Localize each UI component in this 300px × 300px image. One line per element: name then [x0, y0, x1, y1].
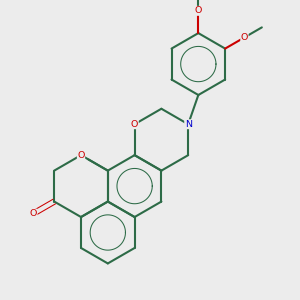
Text: O: O [195, 6, 202, 15]
Text: O: O [131, 120, 138, 129]
Text: O: O [77, 151, 85, 160]
Text: O: O [241, 33, 248, 42]
Text: N: N [185, 120, 192, 129]
Text: O: O [30, 209, 37, 218]
